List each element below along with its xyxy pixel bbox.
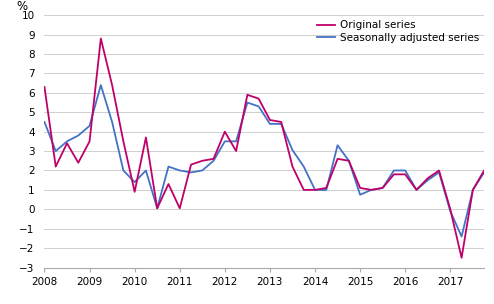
Original series [222,130,228,133]
Original series [458,256,464,260]
Original series [301,188,307,192]
Original series [324,186,329,190]
Seasonally adjusted series [301,165,307,168]
Seasonally adjusted series [369,188,374,192]
Seasonally adjusted series [154,206,160,210]
Seasonally adjusted series [357,193,363,197]
Seasonally adjusted series [199,169,205,172]
Original series [233,149,239,153]
Seasonally adjusted series [391,169,397,172]
Seasonally adjusted series [98,83,104,87]
Original series [493,186,494,190]
Original series [86,140,92,143]
Original series [75,161,81,164]
Original series [121,140,126,143]
Original series [132,190,138,194]
Seasonally adjusted series [493,217,494,221]
Original series [289,165,295,168]
Seasonally adjusted series [245,101,250,104]
Seasonally adjusted series [256,105,262,108]
Seasonally adjusted series [86,124,92,128]
Original series [380,186,386,190]
Original series [188,163,194,167]
Seasonally adjusted series [346,159,352,163]
Original series [448,207,453,211]
Original series [357,186,363,190]
Original series [64,141,70,145]
Original series [436,169,442,172]
Line: Original series: Original series [44,39,494,258]
Seasonally adjusted series [289,148,295,152]
Seasonally adjusted series [41,120,47,124]
Seasonally adjusted series [188,171,194,174]
Original series [245,93,250,97]
Seasonally adjusted series [334,143,340,147]
Line: Seasonally adjusted series: Seasonally adjusted series [44,85,494,256]
Original series [334,157,340,161]
Seasonally adjusted series [210,159,216,163]
Original series [391,173,397,176]
Original series [53,165,59,168]
Original series [312,188,318,192]
Seasonally adjusted series [312,188,318,192]
Seasonally adjusted series [267,122,273,126]
Seasonally adjusted series [413,188,419,192]
Seasonally adjusted series [425,178,431,182]
Legend: Original series, Seasonally adjusted series: Original series, Seasonally adjusted ser… [315,18,481,45]
Seasonally adjusted series [481,171,487,174]
Seasonally adjusted series [64,140,70,143]
Original series [267,118,273,122]
Original series [470,188,476,192]
Seasonally adjusted series [53,149,59,153]
Seasonally adjusted series [278,122,284,126]
Seasonally adjusted series [165,165,171,168]
Seasonally adjusted series [436,171,442,174]
Seasonally adjusted series [448,209,453,213]
Original series [98,37,104,40]
Text: %: % [16,0,27,13]
Seasonally adjusted series [470,188,476,192]
Original series [413,188,419,192]
Original series [346,159,352,163]
Original series [177,206,183,210]
Original series [154,206,160,210]
Original series [278,120,284,124]
Seasonally adjusted series [75,134,81,137]
Seasonally adjusted series [324,188,329,192]
Original series [41,85,47,89]
Original series [165,182,171,186]
Original series [199,159,205,163]
Seasonally adjusted series [233,140,239,143]
Seasonally adjusted series [177,169,183,172]
Seasonally adjusted series [402,169,408,172]
Original series [369,188,374,192]
Seasonally adjusted series [458,235,464,238]
Original series [481,169,487,172]
Original series [143,136,149,139]
Seasonally adjusted series [380,186,386,190]
Original series [425,176,431,180]
Original series [256,97,262,101]
Seasonally adjusted series [109,120,115,124]
Seasonally adjusted series [121,169,126,172]
Seasonally adjusted series [143,169,149,172]
Original series [109,83,115,87]
Seasonally adjusted series [222,140,228,143]
Seasonally adjusted series [132,180,138,184]
Original series [210,157,216,161]
Original series [402,173,408,176]
